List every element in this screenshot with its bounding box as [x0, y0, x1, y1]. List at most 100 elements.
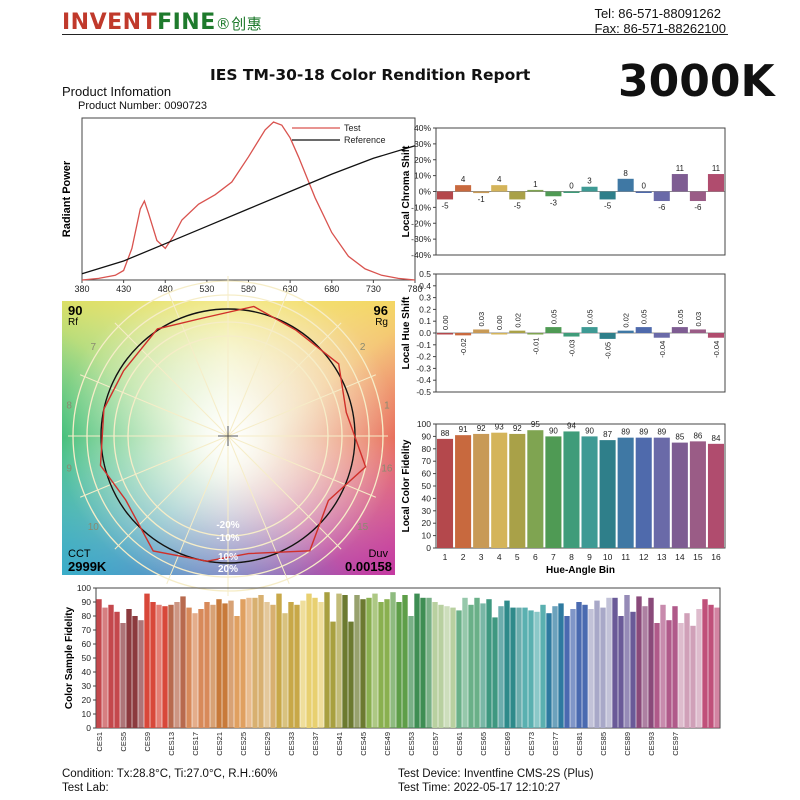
ring-label: -20%: [216, 520, 239, 531]
data-label: 92: [477, 424, 486, 433]
data-label: -0.02: [459, 338, 468, 355]
x-tick-label: CES5: [119, 732, 128, 752]
x-tick-label: 430: [116, 284, 131, 294]
data-label: 0.05: [586, 309, 595, 324]
sample-bar: [522, 607, 528, 728]
y-tick-label: 90: [82, 597, 92, 607]
data-label: -0.04: [658, 341, 667, 358]
bin-divider: [227, 435, 377, 498]
bar: [599, 333, 616, 339]
sample-bar: [594, 600, 600, 728]
y-tick-label: -0.3: [416, 363, 431, 373]
sample-bar: [510, 607, 516, 728]
sample-bar: [234, 616, 240, 728]
x-tick-label: CES77: [551, 732, 560, 756]
sample-bar: [600, 607, 606, 728]
sample-bar: [150, 602, 156, 728]
footer-test-lab: Test Lab:: [62, 782, 109, 794]
x-tick-label: CES53: [407, 732, 416, 756]
x-tick-label: CES57: [431, 732, 440, 756]
data-label: 89: [657, 428, 666, 437]
bar: [671, 174, 688, 192]
x-tick-label: 15: [693, 552, 703, 562]
sample-bar: [174, 602, 180, 728]
data-label: -5: [441, 201, 449, 210]
data-label: 88: [441, 429, 450, 438]
bar: [653, 333, 670, 338]
bin-divider: [227, 435, 342, 550]
sample-fidelity-chart: 0 10 20 30 40 50 60 70 80 90 100 CES1 CES5 CES9 CES13 C…: [64, 583, 721, 756]
sample-bar: [354, 595, 360, 728]
bin-divider: [227, 374, 377, 437]
y-tick-label: 40: [422, 493, 432, 503]
sample-bar: [384, 599, 390, 728]
data-label: 0.00: [495, 315, 504, 330]
bin-divider: [79, 374, 229, 437]
data-label: -0.05: [604, 342, 613, 359]
data-label: 0.05: [640, 309, 649, 324]
sample-bar: [138, 620, 144, 728]
y-tick-label: 10%: [414, 171, 431, 181]
bar: [545, 191, 562, 197]
sample-bar: [462, 597, 468, 728]
sample-bar: [198, 609, 204, 728]
x-tick-label: 7: [551, 552, 556, 562]
bin-label: 8: [66, 400, 72, 411]
x-tick-label: CES1: [95, 732, 104, 752]
bin-divider: [166, 435, 229, 585]
y-tick-label: -30%: [411, 234, 431, 244]
sample-bar: [516, 607, 522, 728]
sample-bar: [564, 616, 570, 728]
y-tick-label: 30: [82, 681, 92, 691]
fax-text: Fax: 86-571-88262100: [594, 21, 726, 36]
data-label: -6: [658, 203, 666, 212]
footer-condition: Condition: Tx:28.8°C, Ti:27.0°C, R.H.:60…: [62, 768, 278, 780]
sample-bar: [366, 597, 372, 728]
x-tick-label: CES41: [335, 732, 344, 756]
x-tick-label: 8: [569, 552, 574, 562]
cct-label: CCT: [68, 548, 91, 560]
tel-text: Tel: 86-571-88091262: [594, 6, 721, 21]
bar: [527, 430, 544, 548]
sample-bar: [714, 607, 720, 728]
sample-bar: [420, 597, 426, 728]
x-tick-label: CES97: [671, 732, 680, 756]
sample-bar: [408, 616, 414, 728]
data-label: 84: [712, 434, 721, 443]
sample-bar: [690, 625, 696, 728]
sample-bar: [426, 597, 432, 728]
sample-bar: [330, 621, 336, 728]
sample-bar: [246, 597, 252, 728]
bar: [689, 191, 706, 202]
footer-test-device: Test Device: Inventfine CMS-2S (Plus): [398, 768, 594, 780]
y-axis-label: Radiant Power: [61, 160, 73, 237]
x-tick-label: 10: [603, 552, 613, 562]
y-tick-label: 70: [82, 625, 92, 635]
bar: [707, 174, 724, 192]
bar: [689, 441, 706, 548]
y-tick-label: 0.0: [419, 328, 431, 338]
data-label: -5: [514, 201, 522, 210]
sample-bar: [480, 603, 486, 728]
x-tick-label: CES33: [287, 732, 296, 756]
y-axis-label: Local Color Fidelity: [401, 439, 412, 532]
x-tick-label: 6: [533, 552, 538, 562]
sample-bar: [672, 606, 678, 728]
sample-bar: [324, 592, 330, 728]
sample-bar: [258, 595, 264, 728]
sample-bar: [102, 607, 108, 728]
sample-bar: [228, 600, 234, 728]
y-tick-label: 0.1: [419, 316, 431, 326]
sample-bar: [222, 603, 228, 728]
sample-bar: [456, 610, 462, 728]
bin-label: 15: [357, 522, 369, 533]
sample-bar: [120, 623, 126, 728]
sample-bar: [312, 597, 318, 728]
data-label: 8: [623, 169, 628, 178]
sample-bar: [144, 593, 150, 728]
y-tick-label: 0.4: [419, 281, 431, 291]
sample-bar: [648, 597, 654, 728]
contact-block: Tel: 86-571-88091262 Fax: 86-571-8826210…: [594, 6, 726, 36]
sample-bar: [378, 602, 384, 728]
sample-bar: [336, 593, 342, 728]
